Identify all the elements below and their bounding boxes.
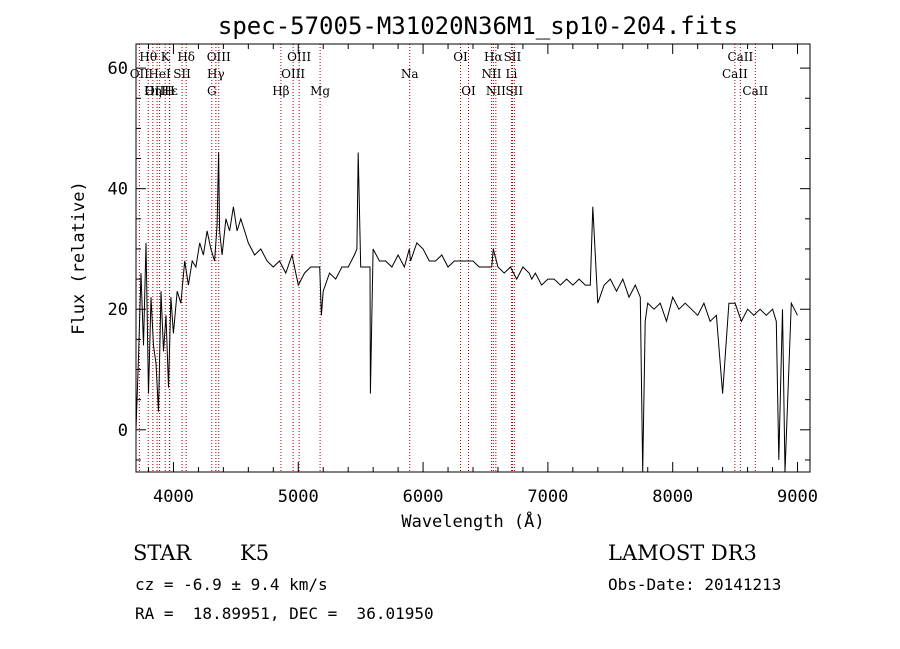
x-tick-label: 8000 [652,487,693,507]
emission-line-label: G [207,84,217,98]
emission-line-label: Hδ [177,50,195,64]
emission-line-label: SII [505,84,523,98]
emission-line-label: OIII [207,50,231,64]
emission-line-label: CaII [727,50,753,64]
y-tick-label: 20 [108,300,128,320]
y-tick-label: 40 [108,180,128,200]
emission-line-label: Li [506,67,518,81]
object-class: STAR [133,541,192,565]
x-tick-label: 5000 [278,487,319,507]
emission-line-label: SII [173,67,191,81]
emission-line-label: OI [453,50,468,64]
plot-frame [135,43,811,473]
y-axis-label: Flux (relative) [69,181,89,335]
emission-line-label: NII [481,67,501,81]
emission-line-label: Mg [310,84,330,98]
chart-title: spec-57005-M31020N36M1_sp10-204.fits [218,12,738,40]
emission-line-label: OIII [281,67,305,81]
x-tick-label: 7000 [527,487,568,507]
observation-date: Obs-Date: 20141213 [608,575,781,594]
emission-line-label: CaII [742,84,768,98]
emission-line-label: Hγ [207,67,225,81]
spectrum-series-line [135,152,798,473]
y-tick-label: 0 [118,421,128,441]
object-subclass: K5 [240,541,269,565]
x-tick-label: 4000 [153,487,194,507]
survey-name: LAMOST DR3 [608,541,757,565]
x-axis-label: Wavelength (Å) [401,510,544,532]
emission-line-label: Hε [161,84,178,98]
y-tick-label: 60 [108,59,128,79]
emission-line-label: K [161,50,171,64]
emission-line-label: SII [504,50,522,64]
redshift-readout: cz = -6.9 ± 9.4 km/s [135,575,328,594]
y-axis-ticks: 0 20 40 60 [108,59,810,461]
x-tick-label: 6000 [403,487,444,507]
emission-line-label: OI [461,84,476,98]
emission-line-label: Hθ [139,50,157,64]
emission-line-label: NII [486,84,506,98]
emission-line-label: OIII [145,84,169,98]
emission-line-label: HeI [148,67,171,81]
x-axis-ticks: 4000 5000 6000 7000 8000 9000 [147,44,818,507]
emission-line-label: Hα [484,50,503,64]
coordinates-readout: RA = 18.89951, DEC = 36.01950 [135,604,434,623]
emission-line-label: Hη [144,84,162,98]
emission-line-label: CaII [722,67,748,81]
emission-line-label: OII [130,67,150,81]
emission-line-label: H [164,84,174,98]
emission-line-label: Na [401,67,419,81]
x-tick-label: 9000 [777,487,818,507]
emission-line-label: OIII [287,50,311,64]
emission-line-markers [138,44,756,472]
emission-line-label: Hβ [272,84,289,98]
